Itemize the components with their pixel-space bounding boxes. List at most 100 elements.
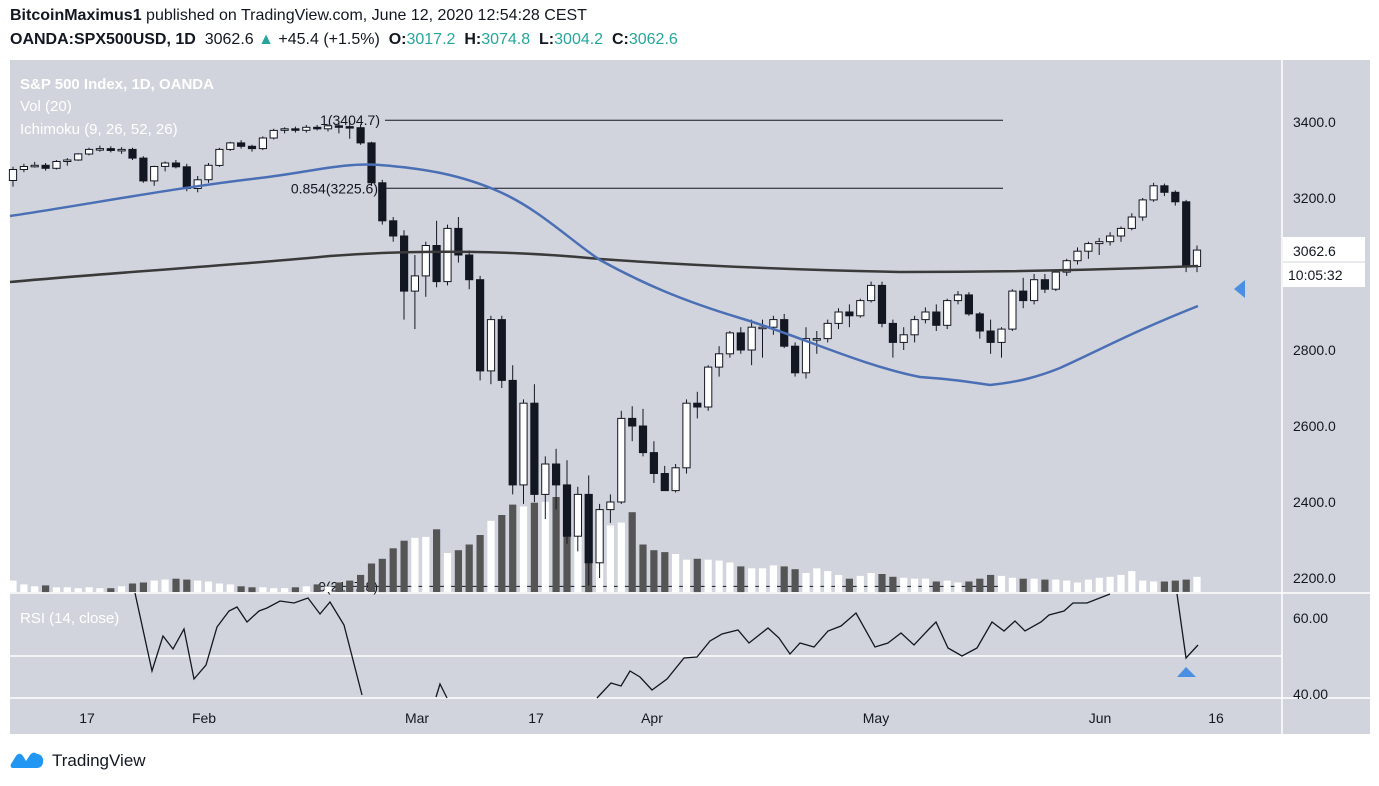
footer-branding: TradingView [10,750,146,772]
candle-body [1127,216,1136,229]
candle-body [269,129,278,139]
volume-bar [1019,578,1027,592]
candle-body [421,245,430,277]
volume-bar [204,581,213,592]
candle-body [1149,185,1158,201]
candle-body [226,142,235,150]
candle-body [595,509,604,564]
candle-body [1116,227,1126,237]
footer-brand[interactable]: TradingView [52,751,146,770]
price-change: +45.4 (+1.5%) [278,31,380,48]
volume-bar [20,584,28,592]
volume-bar [1095,577,1103,593]
candle-body [997,328,1006,343]
volume-bar [726,562,734,592]
author-name[interactable]: BitcoinMaximus1 [10,7,142,24]
candle-body [356,127,365,144]
price-scale[interactable] [1282,60,1370,734]
volume-bar [552,497,560,592]
candle-body [932,311,941,326]
volume-bar [628,512,636,592]
candle-body [41,164,50,169]
candle-body [486,319,496,372]
volume-bar [237,586,245,592]
candle-body [302,126,311,131]
volume-bar [389,548,397,592]
volume-bar [921,578,930,592]
volume-bar [1150,581,1158,592]
volume-bar [1139,580,1147,592]
volume-bar [813,568,821,593]
volume-bar [1182,579,1190,592]
volume-bar [367,563,376,592]
candle-body [541,463,550,495]
rsi-tick-label: 40.00 [1293,686,1328,702]
candle-body [19,166,28,170]
candle-body [899,334,908,343]
price-tick-label: 2800.0 [1293,342,1336,358]
candle-body [834,311,843,324]
volume-bar [791,569,799,592]
legend-title[interactable]: S&P 500 Index, 1D, OANDA [20,76,214,93]
volume-bar [1117,574,1125,592]
candle-body [736,332,745,351]
volume-bar [476,535,484,592]
candle-body [345,126,354,129]
rsi-line [1176,593,1199,660]
volume-bar [563,503,571,592]
volume-bar [96,588,104,592]
volume-bar [433,529,441,592]
low-label: L: [539,31,555,48]
volume-bar [943,580,951,592]
candle-body [378,182,387,222]
volume-bar [693,558,701,593]
candle-body [682,402,691,469]
candle-body [117,148,126,152]
triangle-up-marker-icon [1177,667,1196,677]
volume-bar [1073,582,1082,592]
volume-bar [889,576,897,592]
legend-ichimoku[interactable]: Ichimoku (9, 26, 52, 26) [20,121,178,138]
volume-bar [1041,579,1049,592]
open-value: 3017.2 [406,31,456,48]
candle-body [953,294,963,302]
volume-bar [291,587,299,593]
candle-body [693,402,702,408]
legend-rsi[interactable]: RSI (14, close) [20,610,119,627]
volume-bar [1052,579,1060,592]
volume-bar [911,578,919,592]
candle-body [552,463,561,486]
volume-bar [1106,576,1114,592]
candle-body [867,284,876,302]
candle-body [171,162,181,168]
candle-body [1030,279,1039,302]
candle-body [258,137,267,150]
volume-bar [259,587,267,593]
time-tick-label: 16 [1208,710,1224,726]
candle-body [400,235,409,292]
volume-bar [704,559,712,592]
candle-body [1160,185,1169,193]
rsi-pane [10,592,1282,699]
volume-bar [639,544,647,592]
candle-body [106,148,115,152]
volume-bar [1030,578,1038,592]
time-axis[interactable]: 17 Feb Mar 17 Apr May Jun 16 [79,710,1224,726]
volume-bar [118,586,126,592]
price-tick-label: 2600.0 [1293,418,1336,434]
volume-bar [335,582,343,592]
volume-bar [954,582,962,592]
volume-bar [856,575,864,593]
volume-bar [487,520,495,593]
volume-bar [1171,580,1179,592]
volume-bar [128,583,137,592]
volume-bar [226,584,234,592]
volume-bar [1160,581,1168,592]
volume-bar [715,560,723,592]
legend-volume[interactable]: Vol (20) [20,98,72,115]
candle-body [606,501,615,511]
volume-bar [965,581,973,592]
candle-body [1073,250,1082,262]
candle-body [638,425,648,454]
